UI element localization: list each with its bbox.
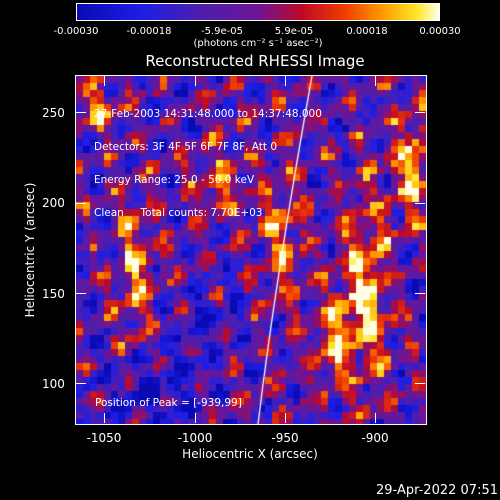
y-tick-label: 100 [42,377,65,391]
info-detectors: Detectors: 3F 4F 5F 6F 7F 8F, Att 0 [94,141,278,153]
x-tick-label: -950 [271,431,299,445]
colorbar-tick-label: -5.9e-05 [201,26,243,37]
y-tick [76,112,86,113]
x-tick [104,413,105,423]
image-pixels [76,76,426,424]
colorbar-unit-label: (photons cm⁻² s⁻¹ asec⁻²) [193,38,323,49]
x-tick-label: -1050 [86,431,122,445]
colorbar-tick-label: 5.9e-05 [274,26,314,37]
y-tick [415,293,425,294]
timestamp: 29-Apr-2022 07:51 [376,483,498,498]
y-tick-label: 150 [42,287,65,301]
x-axis-label: Heliocentric X (arcsec) [182,447,318,461]
x-tick-label: -900 [361,431,389,445]
info-overlay: 27-Feb-2003 14:31:48.000 to 14:37:48.000… [94,87,322,230]
info-clean-counts: Clean Total counts: 7.70E+03 [94,207,263,219]
y-tick [415,112,425,113]
y-tick-label: 200 [42,196,65,210]
plot-title: Reconstructed RHESSI Image [145,52,365,70]
colorbar-tick-label: 0.00018 [346,26,388,37]
y-axis-label: Heliocentric Y (arcsec) [23,182,37,318]
rhessi-image [76,76,426,424]
colorbar [76,3,440,21]
y-tick [76,203,86,204]
x-tick [195,413,196,423]
colorbar-tick-label: -0.00030 [53,26,99,37]
plot-frame [75,75,427,425]
x-tick-label: -1000 [177,431,213,445]
colorbar-tick-label: 0.00030 [419,26,461,37]
x-tick [195,76,196,86]
y-tick [76,383,86,384]
y-tick [415,383,425,384]
info-energy-range: Energy Range: 25.0 - 50.0 keV [94,174,255,186]
x-tick [285,413,286,423]
y-tick [415,203,425,204]
x-tick [285,76,286,86]
y-tick [76,293,86,294]
x-tick [375,76,376,86]
colorbar-tick-label: -0.00018 [126,26,172,37]
x-tick [104,76,105,86]
peak-position-label: Position of Peak = [-939,99] [95,397,242,409]
y-tick-label: 250 [42,106,65,120]
colorbar-gradient [76,3,440,21]
x-tick [375,413,376,423]
info-time-range: 27-Feb-2003 14:31:48.000 to 14:37:48.000 [94,108,322,120]
